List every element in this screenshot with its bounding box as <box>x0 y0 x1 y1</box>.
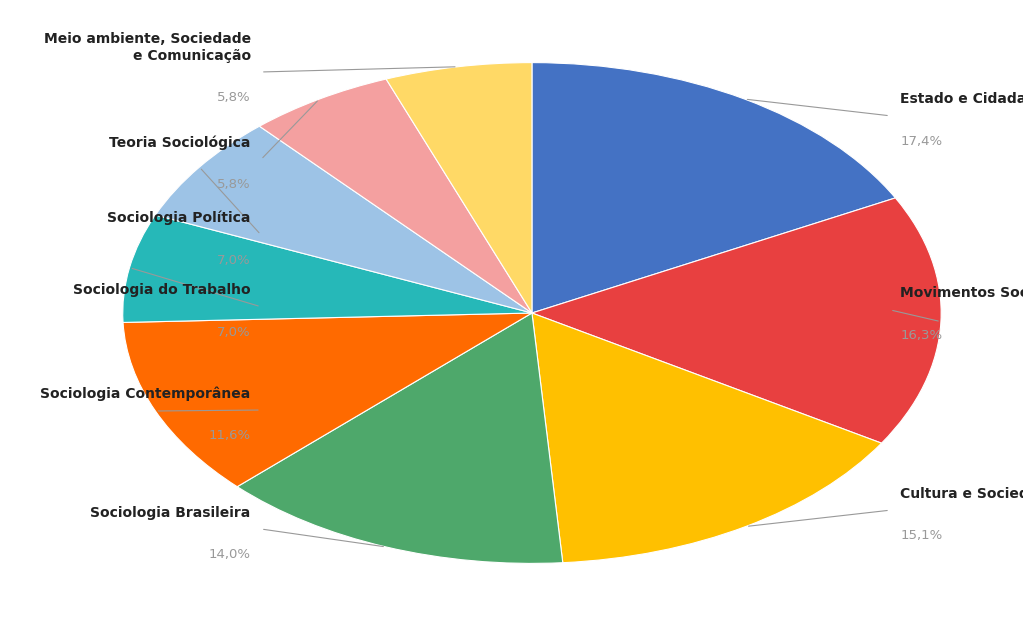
Wedge shape <box>532 198 941 443</box>
Wedge shape <box>260 79 532 313</box>
Text: Cultura e Sociedade: Cultura e Sociedade <box>900 487 1023 501</box>
Text: Movimentos Sociais: Movimentos Sociais <box>900 287 1023 300</box>
Text: 11,6%: 11,6% <box>209 429 251 442</box>
Wedge shape <box>123 215 532 322</box>
Text: 5,8%: 5,8% <box>217 178 251 192</box>
Text: Meio ambiente, Sociedade
e Comunicação: Meio ambiente, Sociedade e Comunicação <box>44 33 251 63</box>
Text: 14,0%: 14,0% <box>209 548 251 561</box>
Text: 17,4%: 17,4% <box>900 135 942 148</box>
Wedge shape <box>237 313 563 563</box>
Text: Sociologia Política: Sociologia Política <box>107 211 251 225</box>
Text: Sociologia Contemporânea: Sociologia Contemporânea <box>40 386 251 401</box>
Text: Sociologia do Trabalho: Sociologia do Trabalho <box>73 284 251 297</box>
Text: Sociologia Brasileira: Sociologia Brasileira <box>90 506 251 520</box>
Wedge shape <box>532 313 882 563</box>
Text: 5,8%: 5,8% <box>217 91 251 104</box>
Text: 7,0%: 7,0% <box>217 254 251 267</box>
Wedge shape <box>123 313 532 486</box>
Wedge shape <box>155 126 532 313</box>
Text: Teoria Sociológica: Teoria Sociológica <box>109 136 251 150</box>
Text: 7,0%: 7,0% <box>217 326 251 339</box>
Text: 15,1%: 15,1% <box>900 529 942 542</box>
Wedge shape <box>532 63 895 313</box>
Text: Estado e Cidadania: Estado e Cidadania <box>900 93 1023 106</box>
Text: 16,3%: 16,3% <box>900 329 942 342</box>
Wedge shape <box>386 63 532 313</box>
